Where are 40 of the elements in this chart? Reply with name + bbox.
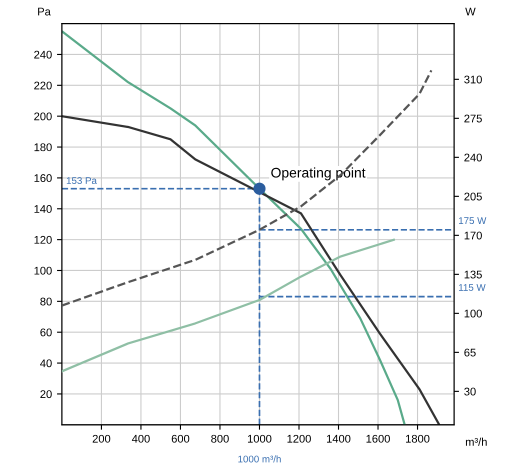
ref-line-label: 115 W xyxy=(458,284,486,291)
x-tick-label: 1200 xyxy=(287,434,311,443)
x-tick-label: 1600 xyxy=(366,434,390,443)
y-axis-title: Pa xyxy=(38,8,51,16)
y-tick-label: 140 xyxy=(34,205,52,213)
x-tick-label: 1400 xyxy=(326,434,350,443)
line-series xyxy=(62,115,440,425)
x-tick-label: 200 xyxy=(92,434,110,443)
y-tick-label: 160 xyxy=(34,174,52,182)
y-tick-label: 20 xyxy=(40,390,52,398)
y-tick-label: 220 xyxy=(34,82,52,90)
x-tick-label: 800 xyxy=(211,434,229,443)
x-tick-label: 400 xyxy=(132,434,150,443)
y-tick-label: 100 xyxy=(34,266,52,275)
y-tick-label: 240 xyxy=(34,50,52,59)
ref-line-label: 153 Pa xyxy=(66,177,97,184)
x-tick-label: 600 xyxy=(172,434,190,443)
ref-line-label: 1000 m³/h xyxy=(238,455,281,462)
y2-tick-label: 205 xyxy=(464,192,482,200)
y-tick-label: 180 xyxy=(34,143,52,152)
x-tick-label: 1800 xyxy=(406,434,430,443)
y2-tick-label: 240 xyxy=(464,154,482,162)
y2-tick-label: 30 xyxy=(464,388,476,396)
y2-tick-label: 135 xyxy=(464,270,482,278)
y-tick-label: 200 xyxy=(34,112,52,120)
y2-tick-label: 100 xyxy=(464,310,482,318)
y2-axis-title: W xyxy=(465,8,476,16)
line-series xyxy=(62,30,406,425)
y2-tick-label: 170 xyxy=(464,232,482,240)
line-series xyxy=(62,238,395,372)
y-tick-label: 120 xyxy=(34,236,52,244)
y-tick-label: 80 xyxy=(40,298,52,306)
y-tick-label: 40 xyxy=(40,359,52,368)
x-axis-title: m³/h xyxy=(466,438,487,446)
y2-tick-label: 275 xyxy=(464,114,482,122)
ref-line-label: 175 W xyxy=(458,217,486,224)
y2-tick-label: 310 xyxy=(464,76,482,84)
y-tick-label: 60 xyxy=(40,328,52,336)
y2-tick-label: 65 xyxy=(464,348,476,356)
x-tick-label: 1000 xyxy=(248,434,272,443)
